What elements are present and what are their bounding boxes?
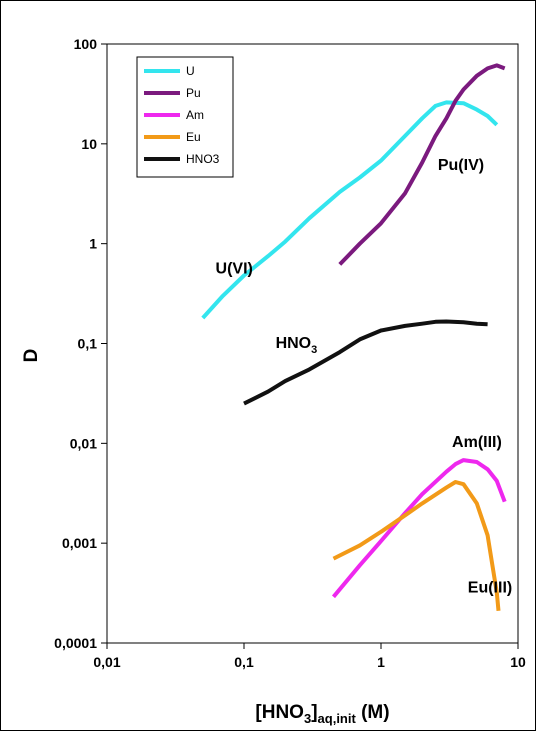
x-tick-label: 0,1 <box>234 654 254 670</box>
series-line-eu <box>332 480 501 611</box>
x-axis-title-bracket: ] <box>311 702 317 723</box>
series-group <box>201 63 507 611</box>
x-tick-label: 10 <box>510 654 526 670</box>
axes: 0,01 0,1 1 101001010,10,010,0010,0001[HNO3]… <box>21 36 526 726</box>
annotations: Pu(IV) U(VI) HNO3 Am(III) Eu(III) <box>216 157 513 597</box>
annotation-label: HNO3 <box>276 335 318 356</box>
y-tick-label: 0,001 <box>62 535 97 551</box>
y-tick-label: 100 <box>74 36 98 52</box>
series-line-hno3 <box>243 319 488 406</box>
x-tick-label: 1 <box>377 654 385 670</box>
annotation-text: Pu(IV) <box>438 157 484 174</box>
annotation-label: U(VI) <box>216 261 253 278</box>
y-axis-title: D <box>21 349 42 363</box>
y-tick-label: 0,1 <box>78 336 98 352</box>
series-line-am <box>331 458 507 599</box>
x-tick-label: 0,01 <box>93 654 120 670</box>
x-axis-title-sub: aq,init <box>318 711 357 726</box>
annotation-subscript: 3 <box>311 344 317 356</box>
legend-label-eu: Eu <box>186 130 201 144</box>
legend-label-pu: Pu <box>186 86 201 100</box>
x-axis-title-sub: 3 <box>304 711 311 726</box>
annotation-text: Eu(III) <box>468 580 512 597</box>
annotation-text: HNO <box>276 335 312 352</box>
legend-label-u: U <box>186 64 195 78</box>
legend-label-hno3: HNO3 <box>186 152 220 166</box>
series-line-u <box>201 100 499 320</box>
annotation-label: Eu(III) <box>468 580 512 597</box>
series-line-pu <box>338 63 506 266</box>
y-tick-label: 0,01 <box>70 435 97 451</box>
annotation-label: Pu(IV) <box>438 157 484 174</box>
x-axis-title-unit: (M) <box>356 702 390 723</box>
y-tick-label: 0,0001 <box>54 635 97 651</box>
y-tick-label: 1 <box>89 236 97 252</box>
legend-label-am: Am <box>186 108 204 122</box>
legend: U Pu Am Eu HNO3 <box>136 56 234 178</box>
x-axis-title-main: [HNO <box>255 702 304 723</box>
x-axis-title: [HNO3]aq,init (M) <box>255 702 389 726</box>
annotation-text: Am(III) <box>452 434 502 451</box>
y-tick-label: 10 <box>81 136 97 152</box>
annotation-label: Am(III) <box>452 434 502 451</box>
annotation-text: U(VI) <box>216 261 253 278</box>
